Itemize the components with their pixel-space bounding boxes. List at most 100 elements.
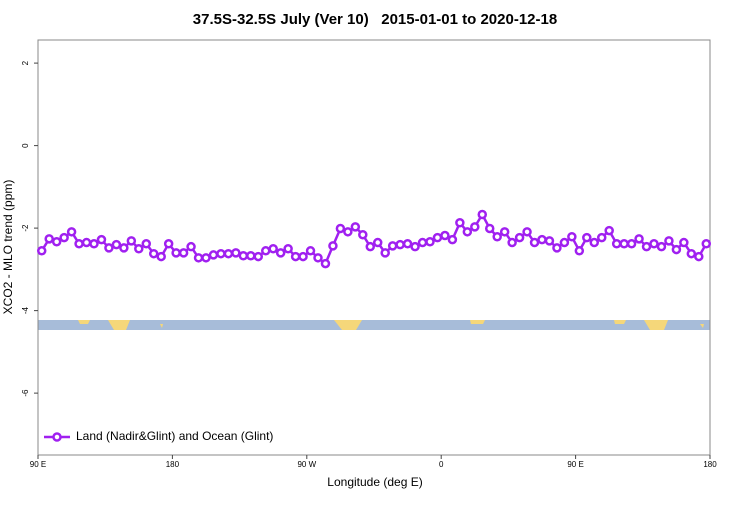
data-point xyxy=(626,239,637,249)
data-point xyxy=(208,250,219,260)
data-point xyxy=(163,239,174,249)
data-point xyxy=(148,248,159,259)
data-point xyxy=(634,234,644,244)
data-point xyxy=(656,241,667,252)
data-point xyxy=(134,243,144,254)
data-point xyxy=(574,246,585,256)
data-point xyxy=(126,236,137,246)
data-point xyxy=(372,237,383,248)
data-point xyxy=(387,241,398,251)
data-point xyxy=(305,246,316,256)
data-point xyxy=(440,230,450,241)
data-point xyxy=(111,239,122,250)
data-point xyxy=(686,248,697,259)
data-point xyxy=(44,234,54,244)
data-point xyxy=(462,227,473,237)
data-point xyxy=(343,227,353,237)
data-point xyxy=(320,258,331,269)
data-point xyxy=(514,232,525,243)
data-point xyxy=(522,227,532,237)
x-tick-label: 180 xyxy=(166,460,180,469)
plot-frame xyxy=(37,39,711,456)
data-point xyxy=(417,237,428,248)
data-point xyxy=(604,225,614,236)
y-axis-label: XCO2 - MLO trend (ppm) xyxy=(1,180,15,315)
chart-title: 37.5S-32.5S July (Ver 10) 2015-01-01 to … xyxy=(193,11,557,28)
data-point xyxy=(51,236,62,247)
data-point xyxy=(507,237,517,248)
data-point xyxy=(649,239,659,249)
data-point xyxy=(283,243,293,254)
data-point xyxy=(529,237,540,248)
data-point xyxy=(559,237,570,248)
data-point xyxy=(260,246,271,256)
data-point xyxy=(365,241,376,252)
data-point xyxy=(141,239,152,249)
data-point xyxy=(432,232,443,243)
data-point xyxy=(589,237,600,248)
x-axis-label: Longitude (deg E) xyxy=(327,475,422,489)
data-point xyxy=(358,229,368,240)
data-point xyxy=(313,253,323,263)
data-point xyxy=(178,248,189,258)
data-point xyxy=(470,222,480,232)
data-point xyxy=(246,251,256,261)
data-point xyxy=(298,251,308,262)
data-point xyxy=(335,223,346,234)
data-point xyxy=(537,234,547,245)
data-point xyxy=(350,222,361,232)
data-point xyxy=(544,236,555,246)
data-point xyxy=(96,234,107,245)
data-point xyxy=(223,248,234,259)
y-tick-label: -4 xyxy=(21,307,30,315)
data-point xyxy=(59,232,69,243)
data-point xyxy=(156,251,166,262)
data-point xyxy=(104,243,114,253)
data-point xyxy=(171,248,181,258)
data-point xyxy=(552,243,562,253)
data-point xyxy=(611,239,622,249)
data-point xyxy=(89,239,99,249)
data-point xyxy=(402,239,413,249)
data-point xyxy=(268,243,278,254)
legend-label: Land (Nadir&Glint) and Ocean (Glint) xyxy=(76,429,273,443)
data-point xyxy=(380,248,390,258)
data-point xyxy=(186,241,196,252)
data-point xyxy=(596,232,607,243)
map-strip xyxy=(38,320,710,330)
data-point xyxy=(679,237,689,248)
data-point xyxy=(231,248,241,258)
data-point xyxy=(36,246,47,256)
data-point xyxy=(395,239,405,250)
data-point xyxy=(455,217,465,228)
data-point xyxy=(619,239,629,249)
data-point xyxy=(253,251,264,262)
x-tick-label: 90 E xyxy=(30,460,46,469)
data-point xyxy=(477,209,488,220)
data-point xyxy=(701,239,712,249)
data-point xyxy=(119,243,129,253)
x-tick-label: 90 W xyxy=(297,460,316,469)
data-point xyxy=(238,251,249,261)
data-point xyxy=(425,236,435,247)
data-point xyxy=(484,223,495,234)
data-point xyxy=(567,232,577,242)
data-point xyxy=(499,227,510,237)
data-point xyxy=(664,236,674,246)
data-point xyxy=(671,244,682,255)
data-point xyxy=(216,248,226,259)
data-point xyxy=(582,232,592,243)
data-point xyxy=(275,248,286,258)
y-tick-label: -2 xyxy=(21,224,30,232)
y-tick-label: 0 xyxy=(21,143,30,148)
data-point xyxy=(74,239,84,249)
data-point xyxy=(447,234,458,245)
data-point xyxy=(410,241,420,252)
y-tick-label: -6 xyxy=(21,389,30,397)
data-point xyxy=(66,227,77,237)
data-point xyxy=(81,237,92,248)
x-tick-label: 90 E xyxy=(567,460,583,469)
data-point xyxy=(290,251,301,262)
data-point xyxy=(328,241,338,251)
